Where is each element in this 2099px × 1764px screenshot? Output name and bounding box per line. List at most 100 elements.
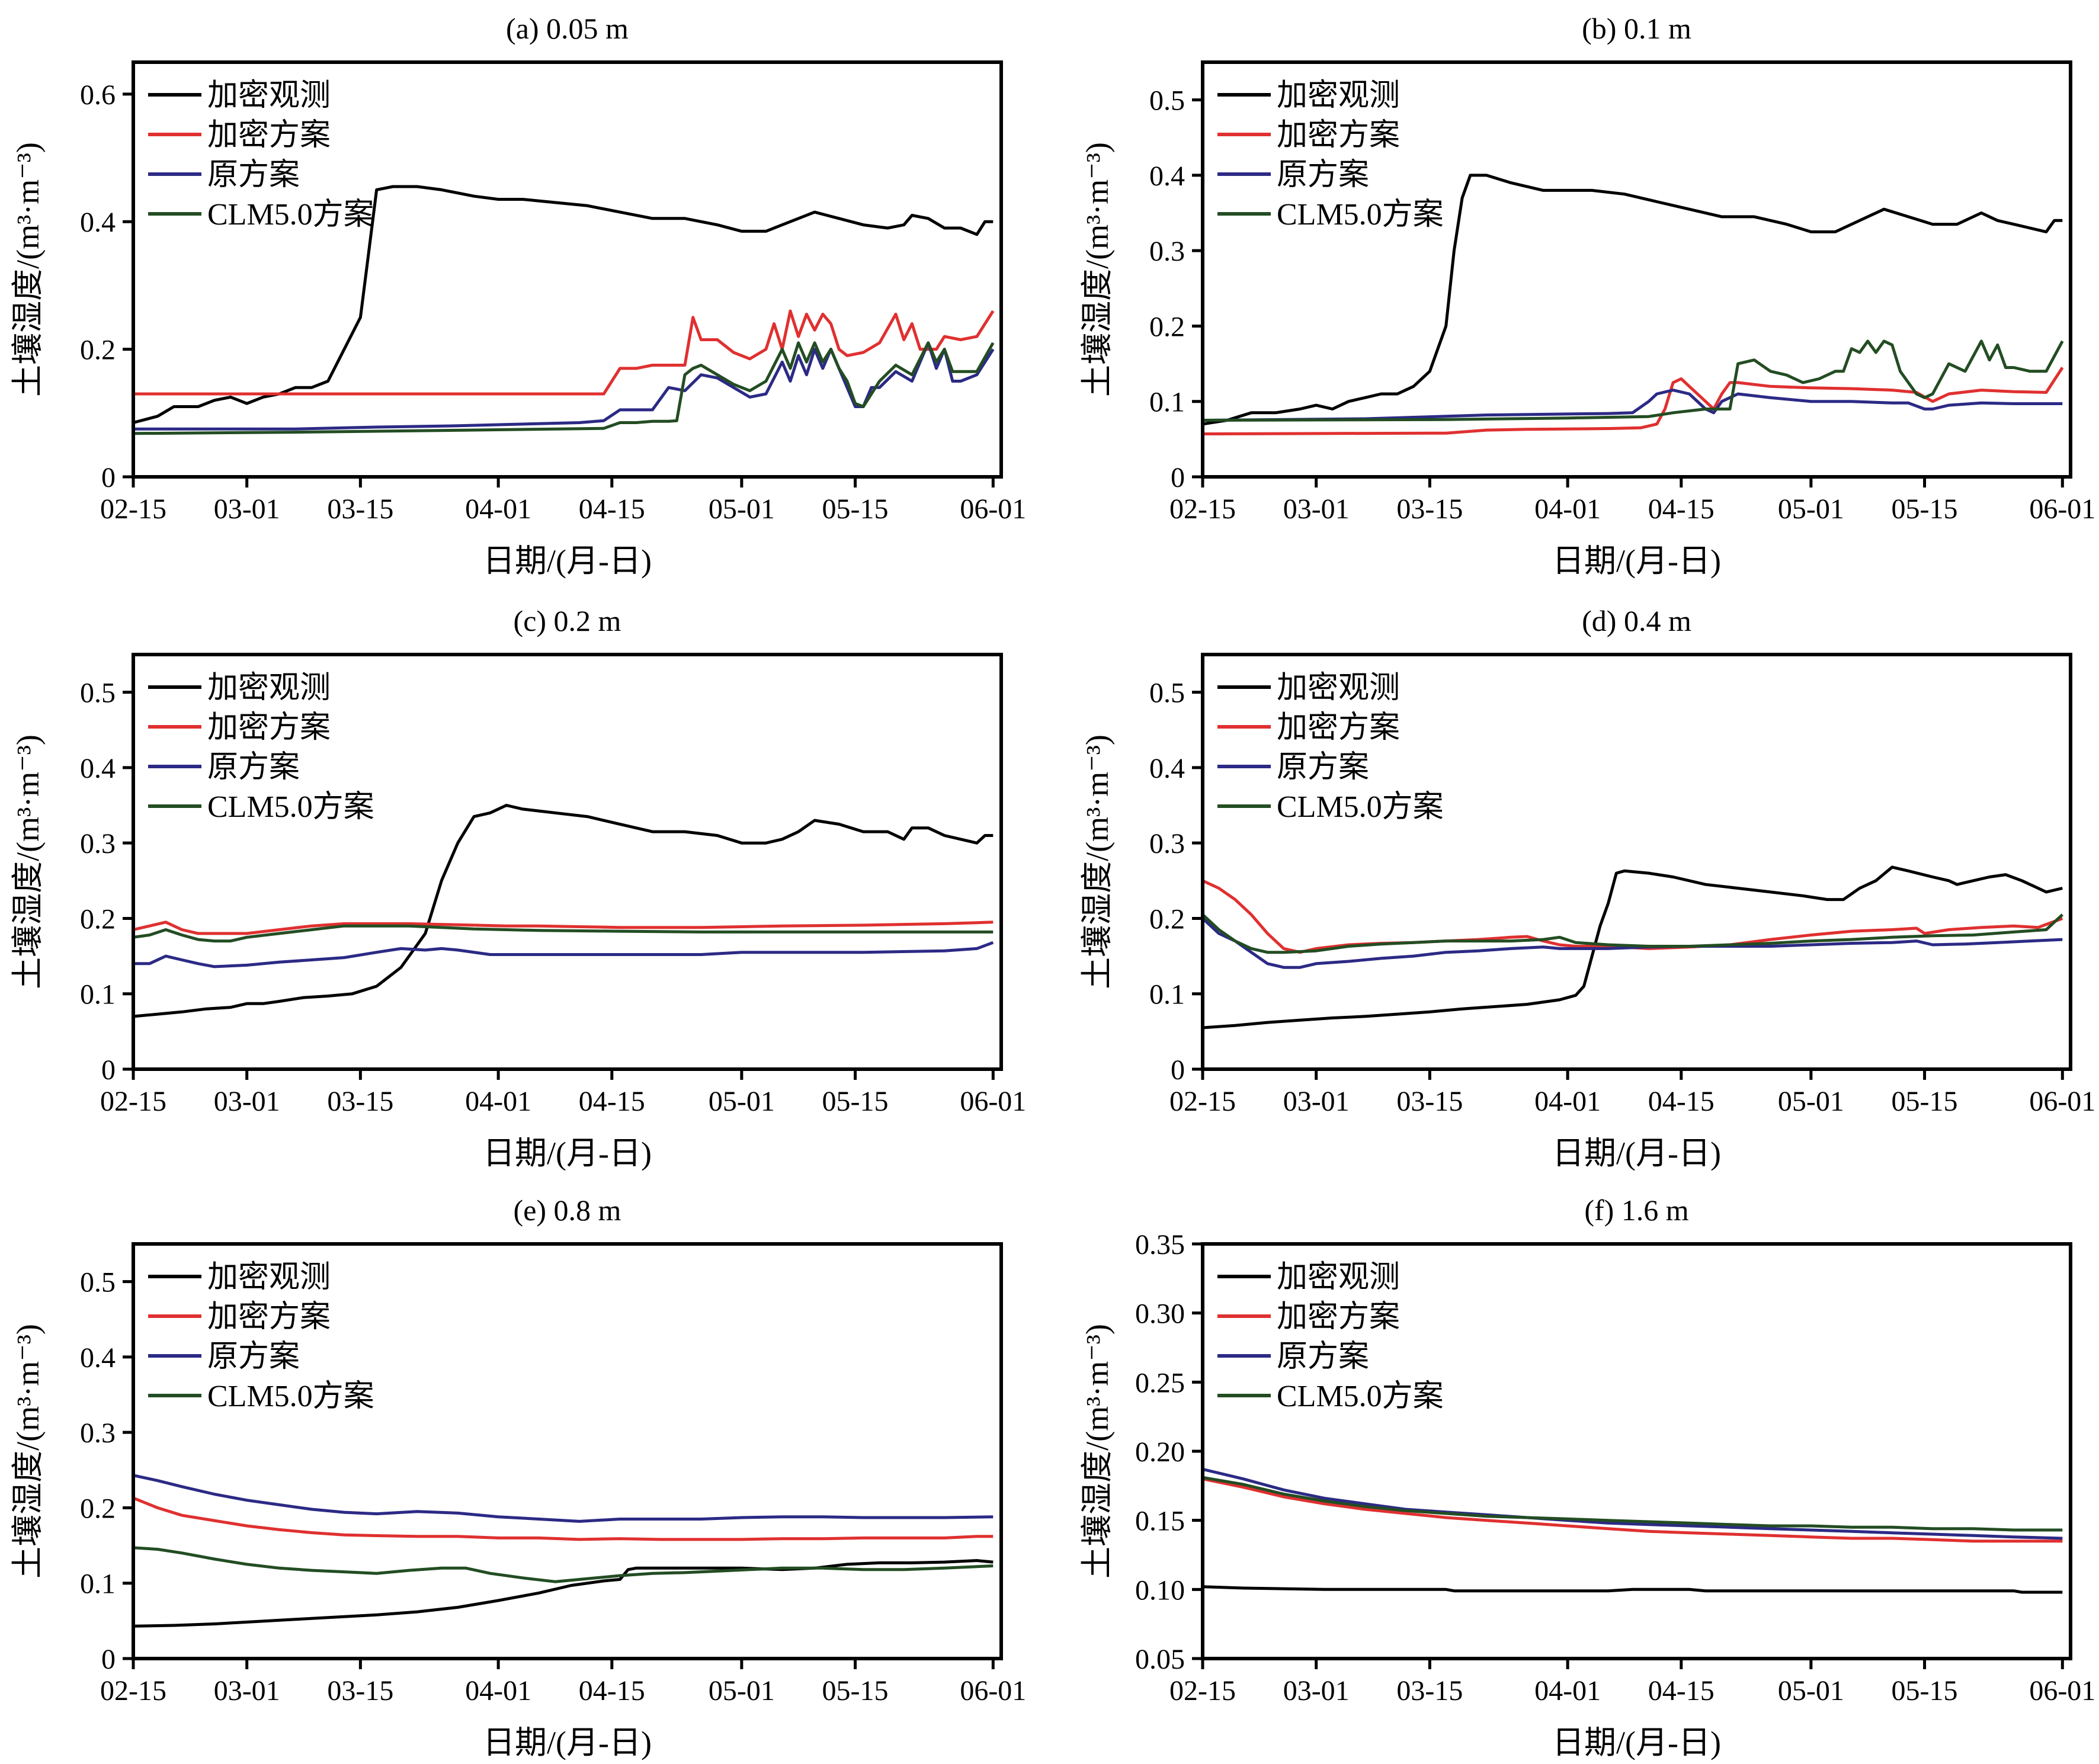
x-tick-label: 04-15 bbox=[1648, 493, 1715, 525]
series-line-3 bbox=[133, 1474, 994, 1523]
x-tick-label: 04-01 bbox=[465, 493, 531, 525]
chart-panel-6: (f) 1.6 m 0.05 0.10 0.15 0.20 0.25 0.30 0.35 02-… bbox=[1079, 1194, 2095, 1760]
legend-label: 加密方案 bbox=[1277, 118, 1400, 152]
y-axis-label: 土壤湿度/(m³·m⁻³) bbox=[10, 735, 46, 989]
chart-panel-4: (d) 0.4 m 0 0.1 0.2 0.3 0.4 0.5 02-15 03-01 03-15… bbox=[1079, 604, 2095, 1171]
x-tick-label: 03-01 bbox=[214, 493, 280, 525]
y-tick-label: 0.30 bbox=[1135, 1298, 1185, 1330]
y-tick-label: 0.4 bbox=[1149, 753, 1185, 784]
y-tick-label: 0.1 bbox=[80, 1569, 116, 1600]
x-axis-label: 日期/(月-日) bbox=[483, 1725, 652, 1760]
x-tick-label: 05-15 bbox=[1892, 493, 1958, 525]
legend-label: CLM5.0方案 bbox=[207, 198, 374, 232]
y-axis-label: 土壤湿度/(m³·m⁻³) bbox=[1079, 1324, 1115, 1579]
x-tick-label: 02-15 bbox=[100, 1675, 166, 1707]
y-tick-label: 0.3 bbox=[80, 1417, 116, 1449]
series-line-2 bbox=[1202, 1477, 2063, 1543]
legend-label: 原方案 bbox=[1277, 158, 1369, 192]
y-tick-label: 0.4 bbox=[80, 1342, 116, 1374]
series-line-2 bbox=[133, 309, 995, 396]
y-tick-label: 0.1 bbox=[1149, 979, 1185, 1011]
x-axis-label: 日期/(月-日) bbox=[483, 543, 652, 579]
x-tick-label: 02-15 bbox=[100, 493, 166, 525]
y-tick-label: 0 bbox=[1171, 462, 1185, 493]
legend-label: 加密方案 bbox=[207, 118, 331, 152]
x-tick-label: 05-01 bbox=[1778, 493, 1844, 525]
x-tick-label: 03-15 bbox=[1396, 1086, 1463, 1117]
y-tick-label: 0.15 bbox=[1135, 1506, 1185, 1537]
series-line-2 bbox=[1201, 879, 2063, 954]
y-tick-label: 0.3 bbox=[1149, 236, 1185, 267]
x-tick-label: 06-01 bbox=[960, 493, 1026, 525]
y-tick-label: 0.3 bbox=[80, 828, 116, 859]
y-tick-label: 0.4 bbox=[1149, 161, 1185, 192]
y-tick-label: 0.2 bbox=[1149, 311, 1185, 342]
y-tick-label: 0 bbox=[1171, 1054, 1185, 1086]
x-tick-label: 05-15 bbox=[822, 1675, 889, 1707]
y-tick-label: 0.2 bbox=[80, 335, 116, 366]
plot-frame bbox=[1201, 653, 2072, 1071]
y-tick-label: 0.2 bbox=[80, 903, 116, 935]
series-line-3 bbox=[1202, 389, 2063, 422]
x-tick-label: 05-15 bbox=[1892, 1086, 1958, 1117]
series-line-3 bbox=[1202, 1467, 2063, 1540]
y-tick-label: 0.2 bbox=[1149, 903, 1185, 935]
x-tick-label: 04-01 bbox=[465, 1086, 531, 1117]
series-line-1 bbox=[1202, 1585, 2063, 1594]
x-tick-label: 03-15 bbox=[1396, 1675, 1463, 1707]
x-tick-label: 03-15 bbox=[327, 493, 393, 525]
y-tick-label: 0.05 bbox=[1135, 1644, 1185, 1675]
y-axis-label: 土壤湿度/(m³·m⁻³) bbox=[10, 142, 46, 397]
chart-panel-2: (b) 0.1 m 0 0.1 0.2 0.3 0.4 0.5 02-15 03-01 03-15… bbox=[1079, 12, 2095, 579]
x-tick-label: 03-01 bbox=[1283, 493, 1350, 525]
x-tick-label: 04-15 bbox=[579, 1675, 645, 1707]
y-tick-label: 0.1 bbox=[1149, 387, 1185, 418]
x-tick-label: 04-01 bbox=[465, 1675, 531, 1707]
x-tick-label: 05-01 bbox=[1778, 1086, 1844, 1117]
series-line-3 bbox=[133, 941, 994, 968]
x-tick-label: 05-15 bbox=[1892, 1675, 1958, 1707]
plot-frame bbox=[132, 653, 1003, 1071]
x-tick-label: 02-15 bbox=[1169, 1675, 1236, 1707]
x-tick-label: 03-01 bbox=[1283, 1675, 1350, 1707]
legend-label: 原方案 bbox=[207, 158, 300, 192]
chart-title: (f) 1.6 m bbox=[1584, 1194, 1688, 1227]
y-tick-label: 0 bbox=[101, 1054, 116, 1086]
series-line-4 bbox=[1201, 913, 2063, 954]
y-axis-label: 土壤湿度/(m³·m⁻³) bbox=[10, 1324, 46, 1579]
legend-label: 加密方案 bbox=[207, 1300, 331, 1334]
y-tick-label: 0 bbox=[101, 462, 116, 493]
y-tick-label: 0.5 bbox=[80, 1267, 116, 1298]
x-tick-label: 03-01 bbox=[1283, 1086, 1350, 1117]
x-tick-label: 05-15 bbox=[822, 1086, 889, 1117]
legend-label: 加密方案 bbox=[1277, 1300, 1400, 1334]
legend-label: 加密观测 bbox=[1277, 671, 1400, 705]
x-tick-label: 06-01 bbox=[2029, 493, 2095, 525]
x-tick-label: 06-01 bbox=[960, 1675, 1026, 1707]
legend-label: CLM5.0方案 bbox=[207, 790, 374, 824]
y-axis-label: 土壤湿度/(m³·m⁻³) bbox=[1079, 142, 1115, 397]
series-line-1 bbox=[133, 1559, 994, 1628]
series-line-1 bbox=[1202, 865, 2063, 1029]
y-tick-label: 0.5 bbox=[1149, 85, 1185, 117]
x-axis-label: 日期/(月-日) bbox=[1552, 1136, 1721, 1171]
x-tick-label: 03-15 bbox=[327, 1086, 393, 1117]
series-line-3 bbox=[133, 341, 995, 431]
series-line-4 bbox=[133, 924, 994, 943]
legend-label: 加密方案 bbox=[207, 711, 331, 745]
plot-frame bbox=[132, 1242, 1003, 1660]
x-tick-label: 04-01 bbox=[1534, 493, 1601, 525]
x-tick-label: 04-01 bbox=[1534, 1086, 1601, 1117]
plot-frame bbox=[1201, 60, 2072, 479]
y-tick-label: 0.4 bbox=[80, 753, 116, 784]
x-axis-label: 日期/(月-日) bbox=[1552, 1725, 1721, 1760]
y-tick-label: 0.10 bbox=[1135, 1574, 1185, 1606]
x-tick-label: 02-15 bbox=[1169, 493, 1236, 525]
legend-label: 原方案 bbox=[1277, 1340, 1369, 1374]
legend-label: 加密观测 bbox=[207, 671, 331, 705]
series-line-4 bbox=[133, 341, 995, 435]
legend-label: 加密观测 bbox=[207, 1261, 331, 1294]
x-tick-label: 03-01 bbox=[214, 1675, 280, 1707]
chart-title: (e) 0.8 m bbox=[514, 1194, 621, 1227]
x-tick-label: 05-01 bbox=[709, 1675, 775, 1707]
